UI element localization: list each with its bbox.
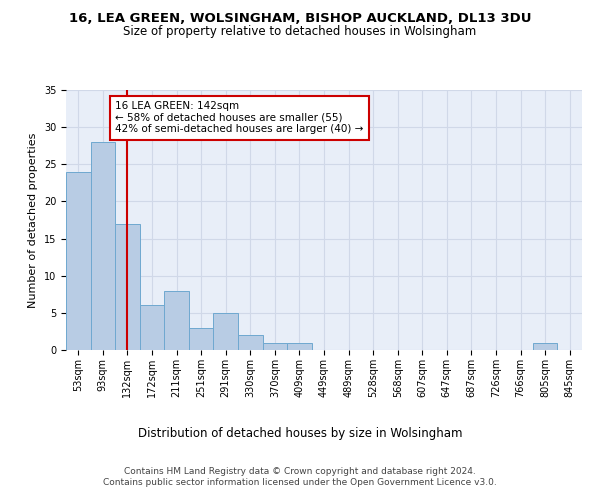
Bar	[91, 142, 115, 350]
Bar	[263, 342, 287, 350]
Y-axis label: Number of detached properties: Number of detached properties	[28, 132, 38, 308]
Text: Distribution of detached houses by size in Wolsingham: Distribution of detached houses by size …	[138, 428, 462, 440]
Text: 16 LEA GREEN: 142sqm
← 58% of detached houses are smaller (55)
42% of semi-detac: 16 LEA GREEN: 142sqm ← 58% of detached h…	[115, 101, 364, 134]
Bar	[214, 313, 238, 350]
Bar	[140, 306, 164, 350]
Text: Contains HM Land Registry data © Crown copyright and database right 2024.
Contai: Contains HM Land Registry data © Crown c…	[103, 468, 497, 487]
Text: 16, LEA GREEN, WOLSINGHAM, BISHOP AUCKLAND, DL13 3DU: 16, LEA GREEN, WOLSINGHAM, BISHOP AUCKLA…	[69, 12, 531, 26]
Bar	[164, 290, 189, 350]
Bar	[115, 224, 140, 350]
Bar	[189, 328, 214, 350]
Bar	[238, 335, 263, 350]
Bar	[66, 172, 91, 350]
Bar	[533, 342, 557, 350]
Text: Size of property relative to detached houses in Wolsingham: Size of property relative to detached ho…	[124, 25, 476, 38]
Bar	[287, 342, 312, 350]
